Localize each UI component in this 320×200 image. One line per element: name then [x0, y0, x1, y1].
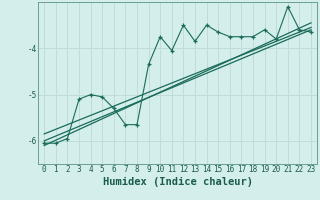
- X-axis label: Humidex (Indice chaleur): Humidex (Indice chaleur): [103, 177, 252, 187]
